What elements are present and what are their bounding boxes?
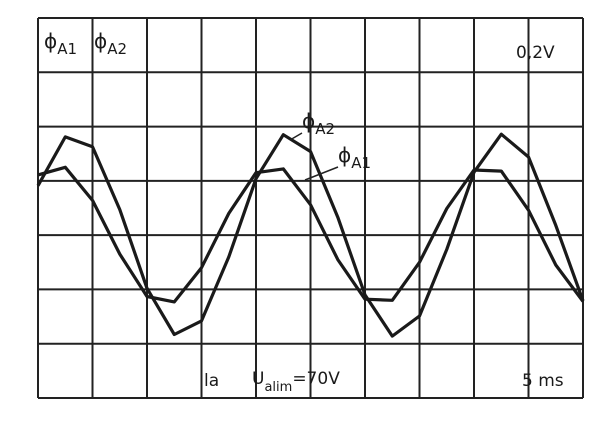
leader bbox=[304, 166, 339, 181]
subscript: A1 bbox=[351, 154, 371, 172]
subscript: alim bbox=[264, 380, 292, 395]
annotation-text: U bbox=[252, 369, 264, 389]
symbol: ϕ bbox=[44, 29, 57, 53]
annotation: la bbox=[204, 371, 219, 391]
annotation: Ualim=70V bbox=[252, 369, 340, 395]
annotation-text: la bbox=[204, 371, 219, 391]
symbol: ϕ bbox=[302, 109, 315, 133]
annotation-text: 5 ms bbox=[522, 371, 564, 391]
subscript: A1 bbox=[57, 40, 77, 58]
leader bbox=[289, 132, 303, 141]
trace-label: ϕA1 bbox=[338, 143, 371, 172]
subscript: A2 bbox=[315, 120, 335, 138]
trace-label: ϕA2 bbox=[302, 109, 335, 138]
subscript: A2 bbox=[107, 40, 127, 58]
legend-label: ϕA2 bbox=[94, 29, 127, 58]
symbol: ϕ bbox=[338, 143, 351, 167]
trace bbox=[36, 132, 585, 338]
annotation: 0,2V bbox=[516, 43, 555, 63]
symbol: ϕ bbox=[94, 29, 107, 53]
annotation-text: 0,2V bbox=[516, 43, 555, 63]
annotation: 5 ms bbox=[522, 371, 564, 391]
trace bbox=[37, 165, 585, 304]
annotation-text: =70V bbox=[292, 369, 340, 389]
legend-label: ϕA1 bbox=[44, 29, 77, 58]
